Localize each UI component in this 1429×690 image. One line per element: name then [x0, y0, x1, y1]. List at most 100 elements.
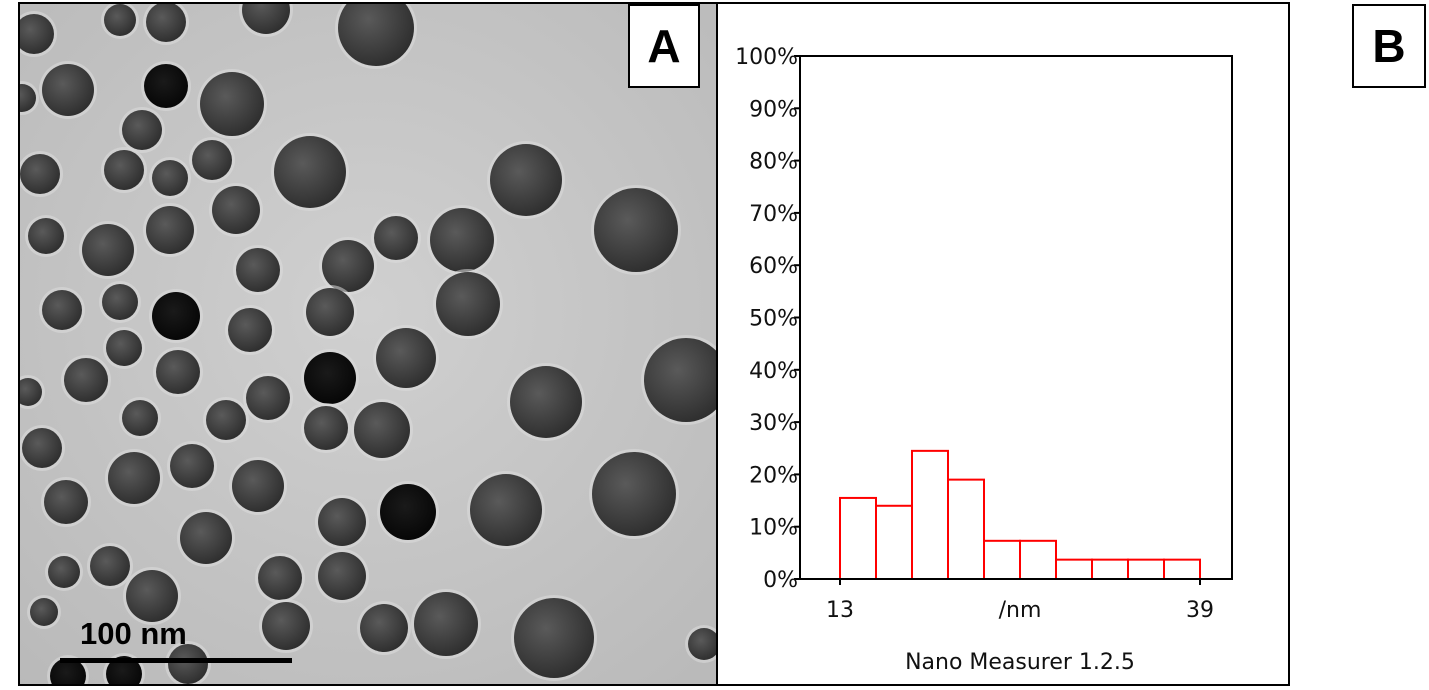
nanoparticle: [436, 272, 500, 336]
panel-label-a: A: [628, 4, 700, 88]
nanoparticle: [168, 644, 208, 684]
nanoparticle: [236, 248, 280, 292]
nanoparticle: [374, 216, 418, 260]
size-distribution-chart: 0% 10% 20% 30% 40% 50% 60% 70% 80% 90% 100% 13 39 /…: [735, 45, 1233, 675]
software-credit: Nano Measurer 1.2.5: [905, 650, 1135, 675]
nanoparticle: [192, 140, 232, 180]
nanoparticle: [206, 400, 246, 440]
y-tick-label: 20%: [749, 463, 798, 488]
nanoparticle: [152, 292, 200, 340]
nanoparticle: [146, 4, 186, 42]
nanoparticle: [594, 188, 678, 272]
nanoparticle: [106, 330, 142, 366]
histogram-bar: [983, 539, 1021, 580]
nanoparticle: [20, 378, 42, 406]
nanoparticle: [514, 598, 594, 678]
nanoparticle: [490, 144, 562, 216]
y-tick-label: 80%: [749, 150, 798, 175]
nanoparticle: [262, 602, 310, 650]
y-tick-label: 40%: [749, 359, 798, 384]
nanoparticle: [688, 628, 716, 660]
nanoparticles: [20, 4, 716, 684]
nanoparticle: [430, 208, 494, 272]
nanoparticle: [318, 552, 366, 600]
nanoparticle: [144, 64, 188, 108]
nanoparticle: [20, 84, 36, 112]
tem-image-panel: 100 nm: [18, 2, 718, 686]
nanoparticle: [354, 402, 410, 458]
nanoparticle: [22, 428, 62, 468]
nanoparticle: [102, 284, 138, 320]
nanoparticle: [322, 240, 374, 292]
nanoparticle: [258, 556, 302, 600]
nanoparticle: [380, 484, 436, 540]
nanoparticle: [200, 72, 264, 136]
nanoparticle: [318, 498, 366, 546]
nanoparticle: [376, 328, 436, 388]
panel-label-b: B: [1352, 4, 1426, 88]
nanoparticle: [20, 14, 54, 54]
histogram-bar: [1127, 558, 1165, 580]
nanoparticle: [180, 512, 232, 564]
plot-area-frame: [799, 55, 1233, 580]
nanoparticle: [242, 4, 290, 34]
nanoparticle: [42, 64, 94, 116]
y-tick-label: 60%: [749, 254, 798, 279]
nanoparticle: [64, 358, 108, 402]
nanoparticle: [82, 224, 134, 276]
y-tick-label: 50%: [749, 307, 798, 332]
scale-bar-label: 100 nm: [80, 616, 187, 651]
nanoparticle: [306, 288, 354, 336]
nanoparticle: [146, 206, 194, 254]
scale-bar: [60, 658, 292, 663]
histogram-bar: [875, 504, 913, 580]
nanoparticle: [42, 290, 82, 330]
nanoparticle: [44, 480, 88, 524]
y-axis-ticks: 0% 10% 20% 30% 40% 50% 60% 70% 80% 90% 100%: [735, 45, 800, 593]
histogram-bar: [1091, 558, 1129, 580]
nanoparticle: [232, 460, 284, 512]
y-tick-label: 70%: [749, 202, 798, 227]
nanoparticle: [152, 160, 188, 196]
nanoparticle: [510, 366, 582, 438]
x-tick-label: 13: [826, 598, 854, 623]
nanoparticle: [304, 406, 348, 450]
histogram-bar: [839, 496, 877, 580]
histogram-bar: [911, 449, 949, 580]
nanoparticle: [20, 154, 60, 194]
nanoparticle: [104, 150, 144, 190]
y-tick-label: 0%: [763, 568, 798, 593]
y-tick-label: 100%: [735, 45, 798, 70]
nanoparticle: [170, 444, 214, 488]
nanoparticle: [90, 546, 130, 586]
nanoparticle: [304, 352, 356, 404]
nanoparticle: [246, 376, 290, 420]
nanoparticle: [274, 136, 346, 208]
nanoparticle: [108, 452, 160, 504]
y-tick-label: 10%: [749, 516, 798, 541]
nanoparticle: [414, 592, 478, 656]
nanoparticle: [50, 658, 86, 684]
x-axis-ticks: 13 39: [826, 579, 1214, 623]
histogram-panel: 0% 10% 20% 30% 40% 50% 60% 70% 80% 90% 100% 13 39 /…: [716, 2, 1290, 686]
nanoparticle: [360, 604, 408, 652]
nanoparticle: [592, 452, 676, 536]
histogram-bar: [1163, 558, 1201, 580]
nanoparticle: [48, 556, 80, 588]
nanoparticle: [228, 308, 272, 352]
nanoparticle: [122, 110, 162, 150]
x-tick-label: 39: [1186, 598, 1214, 623]
nanoparticle: [156, 350, 200, 394]
nanoparticle: [104, 4, 136, 36]
nanoparticle: [644, 338, 716, 422]
nanoparticle: [338, 4, 414, 66]
nanoparticle: [28, 218, 64, 254]
nanoparticle: [106, 656, 142, 684]
x-axis-label: /nm: [999, 598, 1042, 623]
nanoparticle: [126, 570, 178, 622]
histogram-bar: [1019, 539, 1057, 580]
histogram-bar: [1055, 558, 1093, 580]
tem-micrograph: [20, 4, 716, 684]
y-tick-label: 90%: [749, 97, 798, 122]
